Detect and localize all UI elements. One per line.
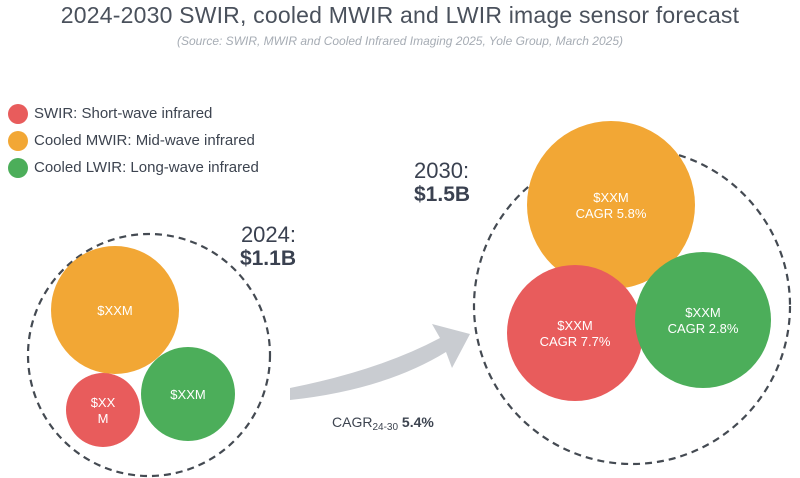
chart-title: 2024-2030 SWIR, cooled MWIR and LWIR ima… [60,2,740,28]
bubble-value-mwir-2024: $XXM [97,303,132,318]
year-label-2024: 2024: $1.1B [196,222,296,271]
bubble-swir-2030 [507,265,643,401]
bubble-mwir-2024 [51,246,179,374]
legend-swatch-mwir [8,130,28,151]
bubble-value-lwir-2030: $XXM [685,305,720,320]
total-2024: $1.1B [239,247,296,271]
overall-cagr-label: CAGR [332,414,373,430]
bubble-swir-2024 [66,373,140,447]
legend: SWIR: Short-wave infrared Cooled MWIR: M… [8,100,259,181]
year-2024: 2024: [240,222,296,247]
overall-cagr-period: 24-30 [372,422,399,433]
legend-item-swir: SWIR: Short-wave infrared [8,100,259,127]
bubble-value-swir-2024: M [98,411,109,426]
legend-label-mwir: Cooled MWIR: Mid-wave infrared [34,132,255,149]
bubble-mwir-2030 [527,121,695,289]
legend-label-swir: SWIR: Short-wave infrared [34,105,213,122]
overall-cagr-value: 5.4% [401,414,434,430]
bubble-value-swir-2024: $XX [91,395,116,410]
bubble-cagr-mwir-2030: CAGR 5.8% [576,206,647,221]
bubble-value-lwir-2024: $XXM [170,387,205,402]
legend-label-lwir: Cooled LWIR: Long-wave infrared [34,159,259,176]
year-label-2030: 2030: $1.5B [414,158,514,207]
bubble-cagr-swir-2030: CAGR 7.7% [540,334,611,349]
group-ring-2024 [26,232,272,478]
legend-swatch-swir [8,103,28,124]
bubble-lwir-2030 [635,252,771,388]
overall-cagr: CAGR24-30 5.4% [332,414,434,433]
bubble-value-mwir-2030: $XXM [593,190,628,205]
bubble-lwir-2024 [141,347,235,441]
legend-item-lwir: Cooled LWIR: Long-wave infrared [8,154,259,181]
legend-swatch-lwir [8,157,28,178]
chart-subtitle: (Source: SWIR, MWIR and Cooled Infrared … [177,34,623,48]
bubble-cagr-lwir-2030: CAGR 2.8% [668,321,739,336]
bubble-value-swir-2030: $XXM [557,318,592,333]
year-2030: 2030: [414,158,470,183]
legend-item-mwir: Cooled MWIR: Mid-wave infrared [8,127,259,154]
growth-arrow [290,324,470,400]
total-2030: $1.5B [414,183,471,207]
